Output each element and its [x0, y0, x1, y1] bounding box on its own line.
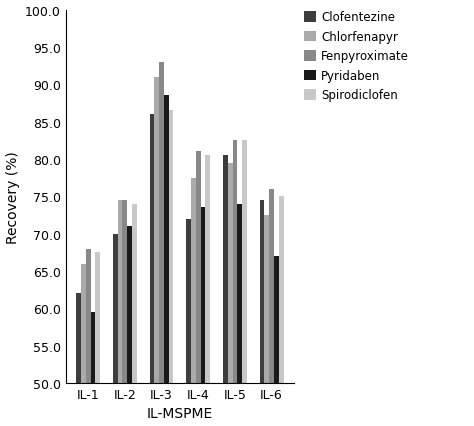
- Bar: [274, 256, 279, 426]
- Bar: [81, 264, 86, 426]
- Bar: [95, 253, 100, 426]
- Bar: [159, 63, 164, 426]
- Bar: [86, 249, 91, 426]
- Y-axis label: Recovery (%): Recovery (%): [6, 150, 19, 243]
- Bar: [155, 78, 159, 426]
- Bar: [260, 201, 264, 426]
- Bar: [205, 156, 210, 426]
- Bar: [76, 294, 81, 426]
- Bar: [122, 201, 127, 426]
- Bar: [164, 96, 169, 426]
- Bar: [242, 141, 247, 426]
- Bar: [196, 152, 201, 426]
- Bar: [186, 219, 191, 426]
- Bar: [237, 204, 242, 426]
- Bar: [269, 190, 274, 426]
- Bar: [150, 115, 155, 426]
- Bar: [169, 111, 173, 426]
- X-axis label: IL-MSPME: IL-MSPME: [147, 406, 213, 420]
- Bar: [127, 227, 132, 426]
- Bar: [113, 234, 118, 426]
- Bar: [191, 178, 196, 426]
- Bar: [233, 141, 237, 426]
- Bar: [201, 208, 205, 426]
- Bar: [132, 204, 137, 426]
- Bar: [118, 201, 122, 426]
- Bar: [91, 312, 95, 426]
- Bar: [279, 197, 283, 426]
- Bar: [264, 216, 269, 426]
- Bar: [223, 156, 228, 426]
- Bar: [228, 163, 233, 426]
- Legend: Clofentezine, Chlorfenapyr, Fenpyroximate, Pyridaben, Spirodiclofen: Clofentezine, Chlorfenapyr, Fenpyroximat…: [302, 9, 411, 104]
